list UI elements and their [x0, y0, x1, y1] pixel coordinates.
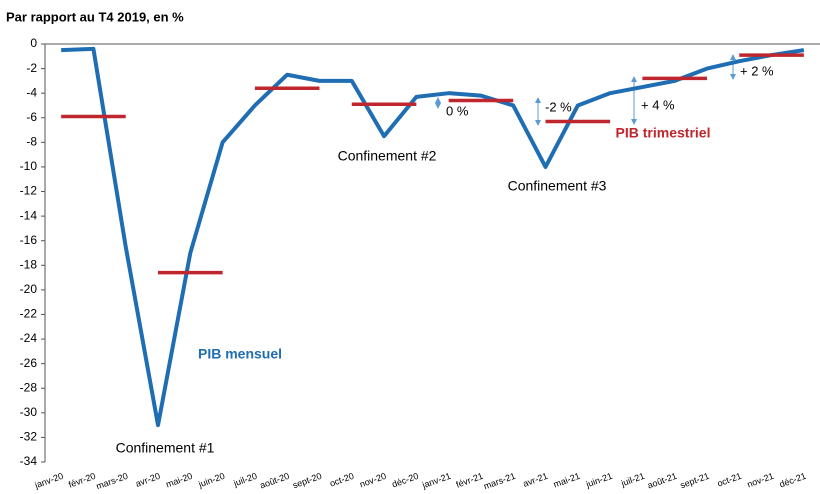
y-tick-label: -34 — [20, 454, 38, 468]
x-tick-label: déc-20 — [391, 471, 420, 490]
y-tick-label: -8 — [26, 135, 37, 149]
y-tick-label: -24 — [20, 331, 38, 345]
y-tick-label: -32 — [20, 430, 38, 444]
x-tick-label: mai-20 — [165, 471, 194, 490]
x-tick-label: oct-20 — [328, 471, 355, 489]
annotation: Confinement #1 — [116, 440, 215, 456]
annotation: -2 % — [545, 99, 572, 114]
x-tick-label: déc-21 — [778, 471, 807, 490]
annotation: + 2 % — [740, 63, 774, 78]
chart-title: Par rapport au T4 2019, en % — [6, 9, 184, 24]
y-tick-label: -14 — [20, 208, 38, 222]
annotation: Confinement #2 — [338, 148, 437, 164]
x-tick-label: avr-20 — [134, 471, 161, 489]
series-label: PIB trimestriel — [616, 125, 711, 141]
y-tick-label: -20 — [20, 282, 38, 296]
x-tick-label: sept-20 — [291, 471, 323, 491]
y-tick-label: 0 — [30, 36, 37, 50]
y-tick-label: -10 — [20, 159, 38, 173]
x-tick-label: nov-20 — [358, 471, 387, 490]
x-tick-label: janv-21 — [420, 471, 452, 491]
x-tick-label: juil-20 — [231, 471, 258, 489]
x-tick-label: août-20 — [259, 471, 291, 491]
x-tick-label: mars-20 — [95, 471, 129, 492]
x-tick-label: sept-21 — [679, 471, 711, 491]
y-tick-label: -2 — [26, 61, 37, 75]
x-tick-label: févr-20 — [67, 471, 97, 490]
y-tick-label: -18 — [20, 257, 38, 271]
x-tick-label: janv-20 — [33, 471, 65, 491]
annotation: 0 % — [446, 103, 469, 118]
annotation: Confinement #3 — [508, 178, 607, 194]
x-tick-label: août-21 — [646, 471, 678, 491]
y-tick-label: -16 — [20, 233, 38, 247]
x-tick-label: nov-21 — [746, 471, 775, 490]
x-tick-label: juil-21 — [619, 471, 646, 489]
y-tick-label: -30 — [20, 405, 38, 419]
line-series — [61, 46, 805, 428]
y-tick-label: -4 — [26, 85, 37, 99]
y-tick-label: -22 — [20, 307, 38, 321]
x-tick-label: juin-20 — [196, 471, 226, 490]
y-tick-label: -6 — [26, 110, 37, 124]
x-tick-label: mai-21 — [552, 471, 581, 490]
x-tick-label: févr-21 — [455, 471, 485, 490]
annotation: + 4 % — [641, 97, 675, 112]
x-tick-label: avr-21 — [522, 471, 549, 489]
x-tick-label: juin-21 — [584, 471, 614, 490]
y-tick-label: -28 — [20, 380, 38, 394]
y-tick-label: -26 — [20, 356, 38, 370]
x-tick-label: oct-21 — [716, 471, 743, 489]
x-tick-label: mars-21 — [482, 471, 516, 492]
series-label: PIB mensuel — [198, 346, 282, 362]
y-tick-label: -12 — [20, 184, 38, 198]
